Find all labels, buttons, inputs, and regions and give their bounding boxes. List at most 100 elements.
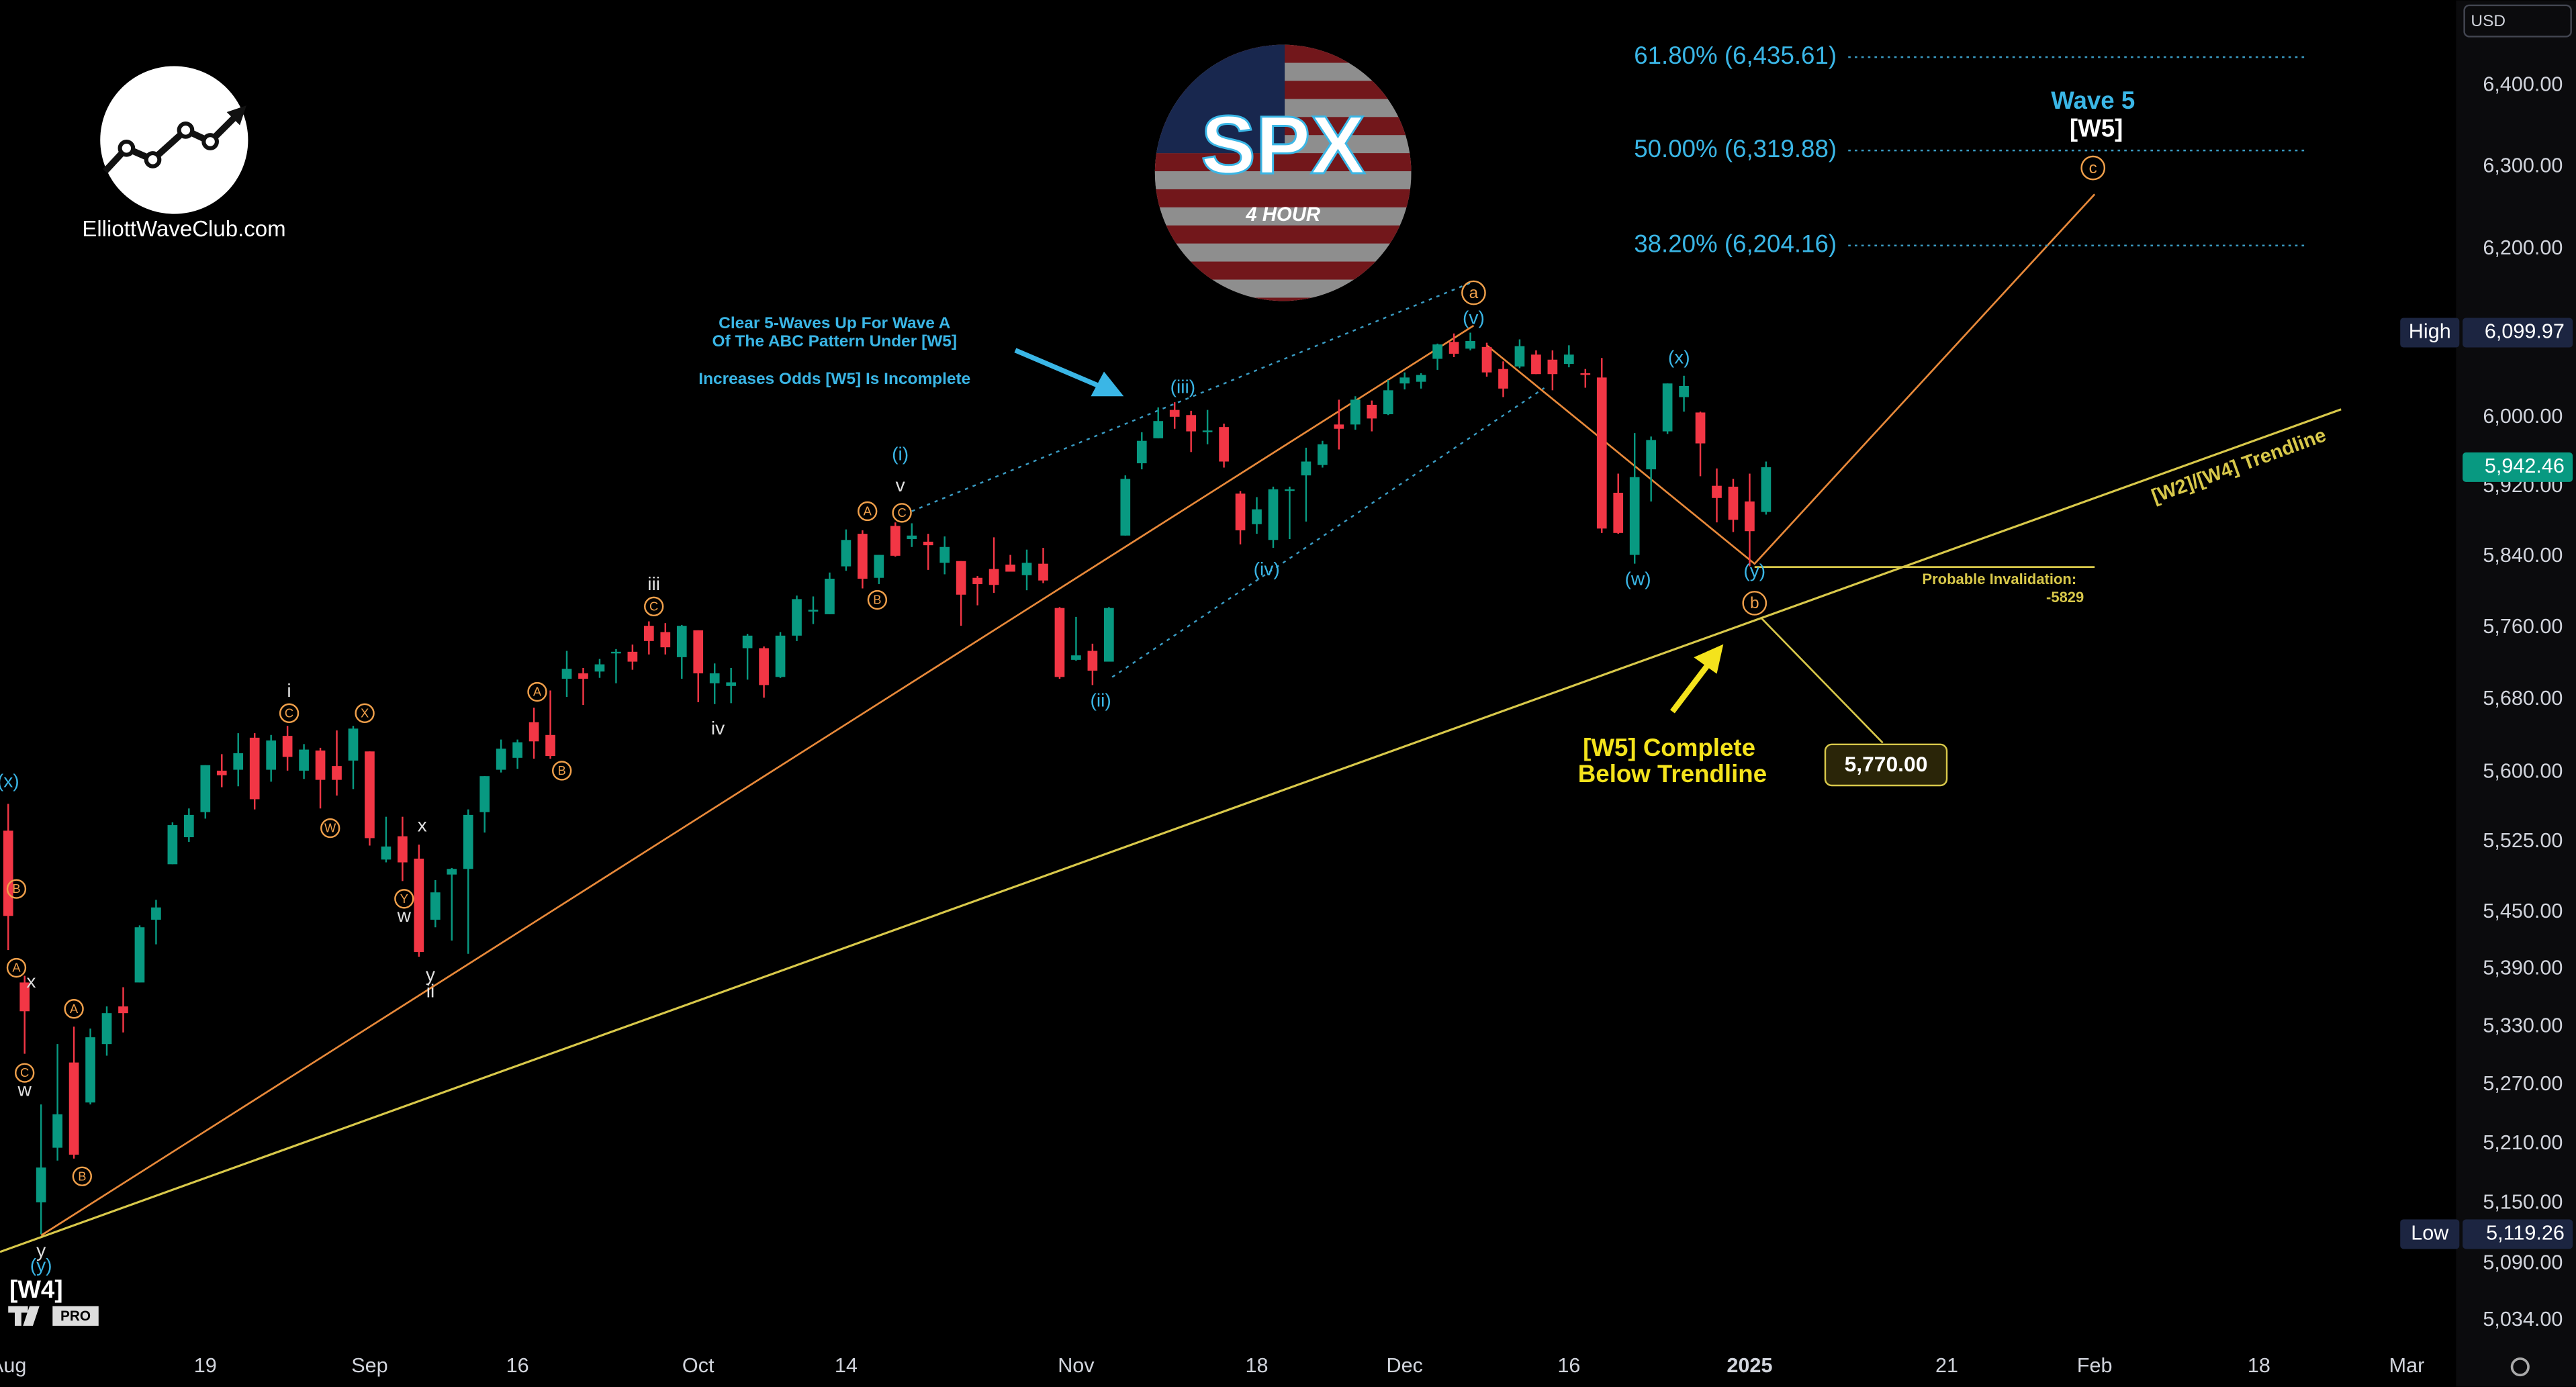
candle-body [1596, 377, 1607, 529]
candle-body [1662, 383, 1673, 432]
wave-circle [644, 596, 664, 617]
candle-body [1219, 427, 1229, 462]
candle-body [266, 740, 276, 770]
candle-body [1334, 424, 1344, 429]
logo-subtitle: 4 HOUR [1245, 203, 1320, 226]
y-tick-label: 5,150.00 [2483, 1191, 2563, 1214]
x-tick-label: 16 [1557, 1354, 1580, 1377]
wave-label: X [361, 706, 369, 720]
candle-body [19, 982, 30, 1012]
wave-label: y [426, 964, 435, 985]
invalidation-note: -5829 [2046, 589, 2084, 606]
candle-body [1448, 342, 1459, 354]
candle-body [134, 927, 145, 983]
candle-body [3, 830, 13, 916]
wave-label: y [36, 1240, 46, 1261]
y-tick-label: 5,680.00 [2483, 687, 2563, 710]
flag-stripe [1154, 153, 1412, 172]
x-tick-label: Sep [351, 1354, 387, 1377]
wave-label: (i) [892, 444, 909, 465]
candle-body [709, 673, 720, 683]
candle-body [282, 736, 293, 757]
logo-dot [201, 133, 219, 150]
candle-body [1005, 564, 1015, 572]
complete-note: [W5] Complete [1583, 734, 1755, 761]
candle-body [988, 569, 999, 585]
candle-body [545, 734, 555, 757]
candle-body [627, 651, 638, 662]
flag-shade [1154, 44, 1412, 301]
candle-body [759, 648, 769, 685]
candle-body [200, 765, 211, 812]
x-tick-label: 2025 [1727, 1354, 1772, 1377]
logo-dot [118, 139, 136, 157]
price-tag-name-box [2400, 1219, 2460, 1249]
note: Increases Odds [W5] Is Incomplete [698, 370, 970, 388]
candle-body [1695, 412, 1706, 444]
candle-body [1087, 651, 1098, 671]
arrow-shaft [1670, 662, 1711, 714]
wave-circle [15, 1063, 35, 1083]
candle-body [398, 836, 408, 863]
wave-circle [1742, 591, 1767, 616]
candle-body [660, 632, 671, 648]
wave5-title: Wave 5 [2051, 87, 2135, 114]
wave-label: B [12, 881, 20, 896]
x-tick-label: Feb [2077, 1354, 2113, 1377]
wave-circle [892, 503, 912, 523]
candle-body [463, 814, 473, 869]
candle-body [923, 541, 933, 546]
candle-body [430, 892, 441, 920]
candle-body [315, 750, 326, 780]
candle-body [85, 1037, 95, 1103]
y-tick-label: 5,210.00 [2483, 1131, 2563, 1154]
projection-line [1486, 193, 2096, 565]
candle-body [528, 722, 539, 742]
settings-icon[interactable] [2510, 1357, 2530, 1377]
flag-stripe [1154, 189, 1412, 207]
candle-body [151, 907, 161, 920]
channel-line [40, 324, 1475, 1237]
currency-box[interactable] [2463, 4, 2572, 38]
candle-body [1136, 440, 1147, 464]
candle-body [1465, 341, 1475, 349]
wave-label: A [70, 1002, 79, 1016]
x-tick-label: 18 [2248, 1354, 2270, 1377]
wave-label: (v) [1463, 307, 1485, 328]
candle-body [594, 664, 605, 672]
x-tick-label: 18 [1246, 1354, 1269, 1377]
candle-body [184, 814, 194, 838]
flag-stripe [1154, 297, 1412, 301]
wave-label: (iii) [1170, 376, 1195, 397]
candle-body [644, 626, 654, 641]
wave-circle [867, 589, 888, 610]
wave-circle [6, 879, 27, 899]
wave-label: x [418, 815, 427, 836]
candle-body [1186, 415, 1196, 432]
fib-label: 38.20% (6,204.16) [1634, 230, 1837, 257]
wave-circle [552, 761, 572, 781]
y-tick-label: 5,450.00 [2483, 900, 2563, 922]
candle-body [1646, 440, 1656, 470]
wave-label: C [285, 706, 293, 720]
candle-body [1120, 479, 1131, 536]
wave-label: i [287, 680, 291, 701]
logo-title: SPX [1201, 99, 1365, 191]
candle-body [299, 749, 309, 771]
candle-body [841, 540, 852, 567]
wave-circle [320, 818, 340, 839]
candle-body [365, 751, 375, 839]
target-line [1760, 617, 1884, 744]
target-label: 5,770.00 [1845, 752, 1928, 776]
candle-body [1071, 655, 1081, 660]
fib-label: 61.80% (6,435.61) [1634, 42, 1837, 69]
plot: 61.80% (6,435.61) 50.00% (6,319.88) 38.20%… [3, 42, 2309, 1235]
candle-body [496, 749, 506, 770]
y-tick-label: 5,330.00 [2483, 1014, 2563, 1037]
price-tag [2463, 1219, 2573, 1249]
y-tick-label: 5,840.00 [2483, 544, 2563, 567]
candle-body [825, 579, 835, 614]
x-tick-label: Nov [1058, 1354, 1095, 1377]
tv-icon [23, 1306, 40, 1326]
candle-body [332, 766, 342, 780]
